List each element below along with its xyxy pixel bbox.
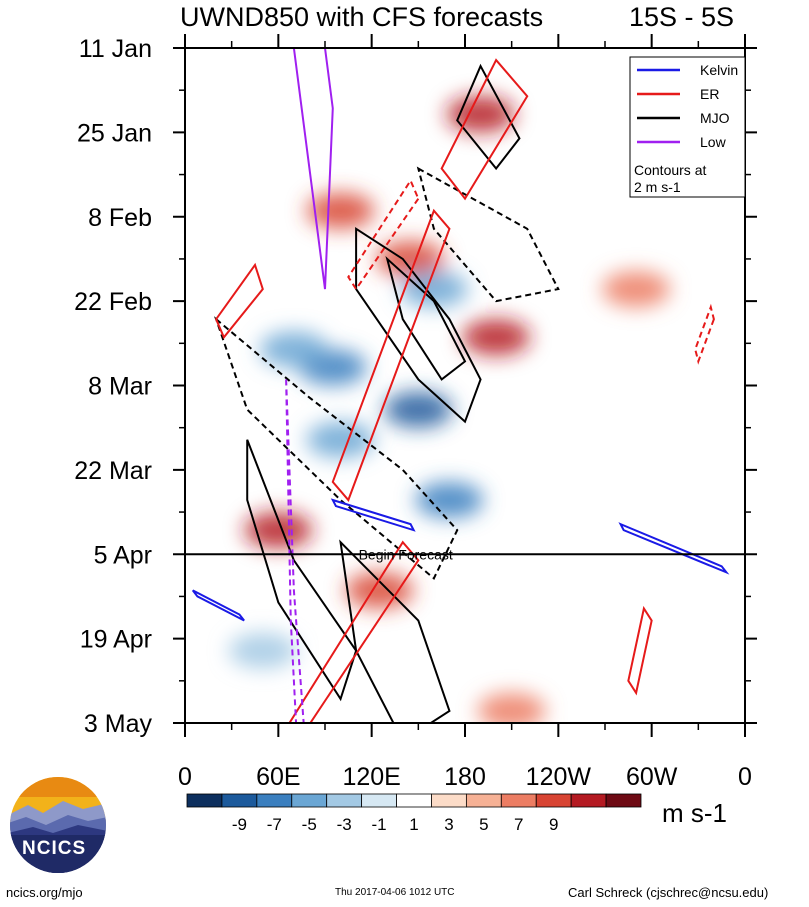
- y-tick-label: 8 Mar: [88, 373, 152, 401]
- footer-timestamp: Thu 2017-04-06 1012 UTC: [335, 887, 455, 898]
- colorbar-swatch: [361, 793, 397, 808]
- contour-kelvin-17: [618, 522, 730, 575]
- legend: Kelvin ER MJO Low Contours at2 m s-1: [629, 56, 746, 198]
- legend-note-line1: Contours at: [634, 162, 706, 178]
- contour-low-19: [285, 379, 305, 723]
- logo-text: NCICS: [22, 838, 87, 859]
- y-tick-label: 25 Jan: [77, 119, 152, 147]
- anomaly-blob-12: [259, 331, 328, 368]
- colorbar-swatch: [291, 793, 328, 808]
- colorbar-swatch: [396, 793, 432, 808]
- colorbar-swatch: [326, 793, 363, 808]
- anomaly-blob-9: [415, 482, 484, 519]
- anomaly-blob-1: [446, 96, 515, 133]
- colorbar-tick-label: 9: [549, 815, 558, 834]
- colorbar-tick-label: -1: [372, 815, 387, 834]
- contour-er-13: [347, 178, 420, 291]
- y-tick-label: 3 May: [84, 710, 153, 738]
- contour-mjo-3: [246, 439, 358, 702]
- anomaly-blob-0: [306, 192, 375, 229]
- colorbar-swatch: [256, 793, 293, 808]
- anomaly-field: [228, 96, 671, 723]
- colorbar-swatch: [605, 793, 642, 808]
- x-tick-label: 60W: [626, 763, 678, 791]
- legend-label-kelvin: Kelvin: [700, 62, 738, 78]
- anomaly-blob-5: [376, 240, 445, 277]
- contour-mjo-0: [355, 226, 482, 424]
- x-axis-labels: 0 60E 120E 180 120W 60W 0: [178, 763, 752, 791]
- colorbar-tick-label: -9: [232, 815, 247, 834]
- colorbar-tick-label: 1: [409, 815, 418, 834]
- colorbar-tick-label: -3: [337, 815, 352, 834]
- chart-title: UWND850 with CFS forecasts: [180, 2, 544, 32]
- legend-label-low: Low: [700, 134, 727, 150]
- contour-kelvin-15: [191, 589, 245, 622]
- colorbar: -9 -7 -5 -3 -1 1 3 5 7 9: [186, 793, 642, 834]
- contour-low-18: [292, 48, 334, 290]
- colorbar-swatch: [186, 793, 223, 808]
- anomaly-blob-8: [384, 391, 453, 428]
- x-tick-label: 120W: [526, 763, 592, 791]
- chart-region-label: 15S - 5S: [629, 2, 735, 32]
- legend-label-er: ER: [700, 86, 719, 102]
- colorbar-swatch: [431, 793, 467, 808]
- contour-kelvin-16: [330, 498, 416, 532]
- x-tick-label: 60E: [256, 763, 300, 791]
- anomaly-blob-6: [477, 692, 546, 723]
- contour-er-12: [627, 605, 653, 696]
- colorbar-tick-label: -7: [267, 815, 282, 834]
- colorbar-swatch: [221, 793, 258, 808]
- ncics-logo: [10, 777, 106, 873]
- colorbar-tick-label: -5: [302, 815, 317, 834]
- anomaly-blob-2: [462, 319, 531, 356]
- colorbar-swatch: [570, 793, 607, 808]
- legend-note-line2: 2 m s-1: [634, 179, 681, 195]
- x-tick-label: 180: [444, 763, 486, 791]
- y-tick-label: 11 Jan: [79, 35, 152, 63]
- anomaly-blob-13: [602, 271, 671, 308]
- contour-mjo-4: [339, 539, 451, 723]
- y-tick-label: 8 Feb: [88, 204, 152, 232]
- legend-label-mjo: MJO: [700, 110, 730, 126]
- y-tick-label: 19 Apr: [80, 626, 152, 654]
- colorbar-units: m s-1: [662, 798, 727, 828]
- colorbar-swatch: [535, 793, 572, 808]
- anomaly-blobs: [228, 96, 671, 723]
- x-tick-label: 0: [178, 763, 192, 791]
- colorbar-tick-label: 7: [514, 815, 523, 834]
- anomaly-blob-10: [306, 421, 375, 458]
- x-tick-label: 0: [738, 763, 752, 791]
- y-axis-labels: 11 Jan 25 Jan 8 Feb 22 Feb 8 Mar 22 Mar 5 Apr 1…: [74, 35, 152, 738]
- contour-mjo-5: [213, 316, 459, 580]
- contour-er-8: [440, 58, 529, 201]
- contour-er-11: [288, 540, 420, 723]
- colorbar-swatch: [465, 793, 502, 808]
- axis-ticks: [173, 34, 757, 737]
- colorbar-tick-label: 5: [479, 815, 488, 834]
- x-tick-label: 120E: [342, 763, 400, 791]
- anomaly-blob-11: [399, 271, 468, 308]
- contour-er-10: [331, 208, 451, 502]
- footer-url[interactable]: ncics.org/mjo: [6, 885, 83, 900]
- forecast-label: Begin Forecast: [359, 546, 453, 562]
- contour-er-9: [214, 262, 264, 340]
- y-tick-label: 22 Mar: [74, 457, 152, 485]
- anomaly-blob-3: [244, 512, 313, 549]
- footer-author: Carl Schreck (cjschrec@ncsu.edu): [568, 885, 769, 900]
- contour-mjo-2: [456, 63, 521, 171]
- colorbar-swatch: [500, 793, 537, 808]
- contour-er-14: [694, 303, 715, 365]
- y-tick-label: 22 Feb: [74, 288, 152, 316]
- colorbar-tick-label: 3: [444, 815, 453, 834]
- anomaly-blob-14: [228, 632, 297, 669]
- contour-layer: [191, 48, 730, 723]
- y-tick-label: 5 Apr: [94, 541, 152, 569]
